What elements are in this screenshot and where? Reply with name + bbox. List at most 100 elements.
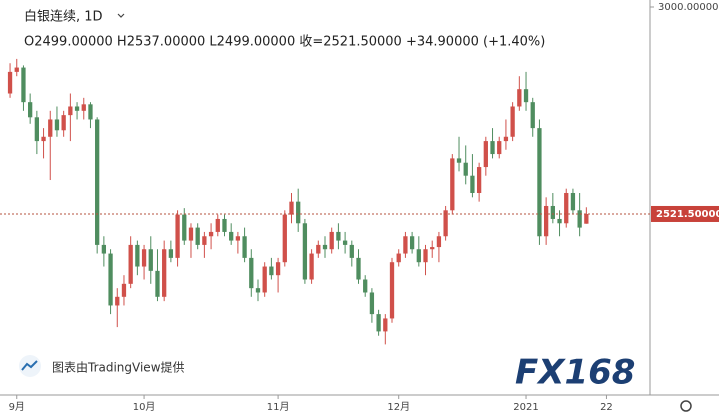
candle-body [195, 227, 200, 245]
candle-body [255, 288, 261, 293]
candle-body [530, 102, 535, 129]
dropdown-icon[interactable] [117, 13, 125, 18]
candle-body [269, 266, 274, 276]
candle-body [463, 162, 468, 176]
candle-body [369, 292, 375, 315]
ohlc-legend: O2499.00000 H2537.00000 L2499.00000 收=25… [24, 35, 545, 50]
candle-body [141, 249, 147, 267]
candle-body [443, 210, 448, 237]
candle-body [249, 257, 254, 289]
candle-body [363, 279, 368, 293]
candle-body [162, 249, 167, 297]
candle-body [115, 296, 120, 306]
candle-body [182, 214, 187, 241]
candle-body [289, 201, 294, 215]
candle-body [41, 136, 46, 142]
candle-body [389, 262, 395, 319]
candle-body [168, 249, 174, 258]
candle-body [543, 205, 549, 237]
candle-body [376, 314, 381, 332]
candle-body [476, 167, 482, 193]
candle-body [222, 218, 227, 232]
candle-body [456, 158, 462, 163]
candle-body [537, 128, 542, 237]
candle-body [450, 158, 455, 211]
candle-body [316, 244, 321, 254]
candle-body [54, 119, 60, 131]
candle-body [88, 104, 93, 120]
candle-body [503, 136, 509, 142]
candle-body [61, 115, 66, 131]
candle-body [108, 253, 113, 306]
candle-body [430, 247, 435, 250]
candle-body [517, 89, 522, 107]
candle-body [302, 223, 308, 280]
x-tick-label: 12月 [387, 401, 410, 413]
candle-body [296, 201, 301, 224]
candle-body [121, 283, 127, 297]
y-tick-label: 3000.00000 [658, 2, 718, 13]
candle-body [383, 318, 388, 332]
plot [7, 58, 589, 345]
candle-body [396, 253, 401, 263]
settings-icon[interactable] [680, 400, 692, 412]
brand-logo: FX168 [515, 353, 635, 393]
candle-body [74, 106, 80, 111]
candle-body [523, 89, 529, 103]
watermark: 图表由TradingView提供 [52, 360, 185, 375]
candle-body [202, 236, 207, 245]
tv-logo-icon [21, 360, 38, 371]
candle-body [322, 244, 328, 250]
candle-body [329, 231, 334, 250]
candle-body [409, 236, 415, 250]
candle-body [68, 106, 73, 116]
candle-body [21, 67, 26, 103]
last-price-label: 2521.50000 [656, 209, 719, 220]
candle-body [242, 236, 247, 258]
candle-body [416, 249, 421, 263]
candle-body [81, 104, 86, 111]
candle-body [34, 117, 39, 142]
last-price-badge [651, 205, 719, 222]
candle-body [483, 141, 488, 168]
x-tick-label: 10月 [133, 401, 156, 413]
candle-body [135, 244, 140, 267]
candle-body [557, 218, 562, 224]
x-tick-label: 9月 [9, 401, 25, 413]
candle-body [215, 218, 220, 232]
candle-body [95, 119, 100, 245]
x-tick-label: 11月 [267, 401, 290, 413]
candle-body [229, 231, 234, 241]
candle-body [7, 71, 13, 94]
candle-body [262, 266, 267, 293]
candle-body [208, 231, 214, 237]
candle-body [403, 236, 408, 254]
candle-body [275, 262, 281, 276]
candle-body [349, 244, 354, 258]
x-tick-label: 22 [600, 402, 613, 413]
candle-body [309, 253, 314, 280]
candle-body [175, 214, 180, 258]
candle-body [48, 119, 53, 137]
candle-body [490, 141, 495, 155]
candle-body [14, 67, 19, 72]
candle-body [423, 249, 428, 263]
candle-body [282, 214, 287, 263]
candle-body [570, 192, 576, 211]
candle-body [148, 249, 153, 271]
candle-body [577, 210, 582, 228]
candle-body [470, 175, 475, 193]
candle-body [550, 205, 555, 219]
candle-body [188, 227, 194, 241]
candle-body [128, 244, 133, 284]
x-tick-label: 2021 [513, 402, 538, 413]
candle-body [101, 244, 107, 254]
candle-body [336, 231, 341, 241]
candle-body [564, 192, 569, 224]
candle-body [155, 270, 160, 297]
candle-body [584, 213, 589, 224]
candle-body [497, 141, 502, 155]
chart-title: 白银连续, 1D [24, 9, 103, 25]
